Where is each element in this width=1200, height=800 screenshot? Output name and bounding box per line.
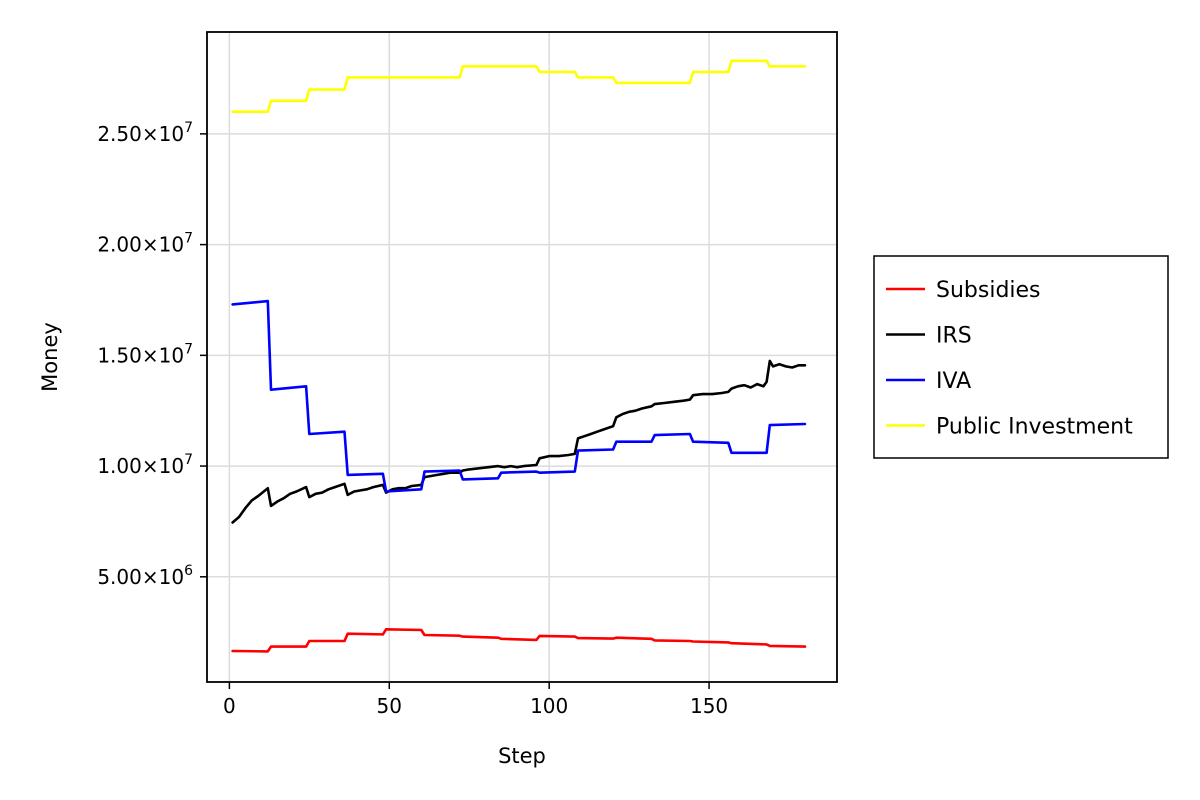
y-tick-label: 2.50×107 [97, 120, 193, 146]
legend: Subsidies IRS IVA Public Investment [873, 255, 1169, 459]
plot-series [231, 59, 807, 653]
grid [207, 32, 837, 682]
y-tick-label: 5.00×106 [97, 563, 193, 589]
x-tick-label: 150 [690, 694, 728, 718]
axis-ticks: 0 50 100 150 5.00×106 1.00×107 1.50×107 2.00×10… [97, 120, 728, 718]
plot-frame [206, 31, 838, 683]
y-tick-label: 1.00×107 [97, 452, 193, 478]
legend-label-irs: IRS [936, 324, 972, 349]
y-axis-title: Money [38, 322, 62, 392]
legend-label-subsidies: Subsidies [936, 278, 1041, 303]
series-line-subsidies [231, 628, 807, 653]
y-tick-label: 1.50×107 [97, 341, 193, 367]
series-line-irs [231, 359, 807, 524]
x-tick-label: 50 [377, 694, 402, 718]
series-line-iva [231, 299, 807, 493]
x-tick-label: 100 [530, 694, 568, 718]
legend-label-iva: IVA [936, 369, 971, 394]
x-tick-label: 0 [223, 694, 236, 718]
x-axis-title: Step [498, 744, 546, 768]
legend-label-public-investment: Public Investment [936, 415, 1133, 440]
series-line-public-investment [231, 59, 807, 113]
y-tick-label: 2.00×107 [97, 231, 193, 257]
